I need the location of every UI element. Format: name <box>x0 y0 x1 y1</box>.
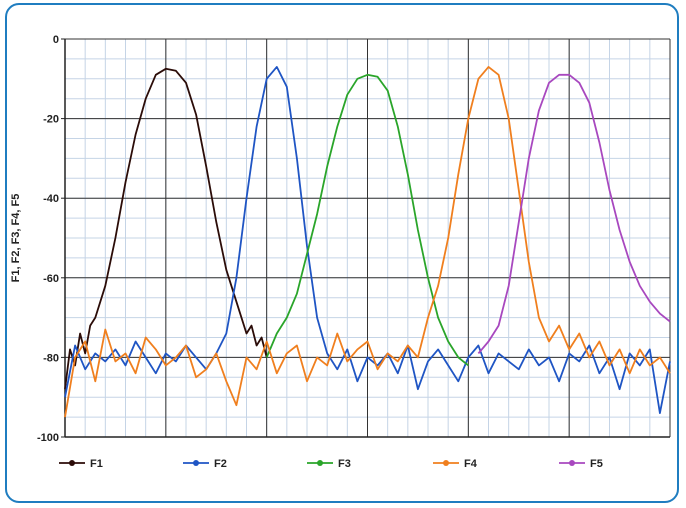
legend-label-f2: F2 <box>214 458 227 470</box>
series-line-f1 <box>64 67 268 390</box>
series-line-f3 <box>265 73 469 367</box>
series-line-f5 <box>477 73 671 354</box>
legend: F1 F2 F3 F4 F5 <box>59 458 603 470</box>
legend-marker <box>317 460 323 466</box>
y-tick-label: -80 <box>43 352 59 364</box>
y-tick-label: -20 <box>43 114 59 126</box>
major-gridlines <box>64 38 671 438</box>
y-tick-label: -100 <box>37 432 59 444</box>
y-tick-label: 0 <box>53 34 59 46</box>
legend-label-f4: F4 <box>464 458 478 470</box>
chart-frame: 0 -20 -40 -60 -80 -100 F1, F2, F3, F4, F5 F1 F… <box>5 3 679 503</box>
y-tick-label: -60 <box>43 273 59 285</box>
legend-marker <box>569 460 575 466</box>
legend-marker <box>69 460 75 466</box>
y-tick-label: -40 <box>43 193 59 205</box>
series-line-f2 <box>64 66 671 415</box>
y-axis-label: F1, F2, F3, F4, F5 <box>10 194 22 283</box>
y-tick-labels: 0 -20 -40 -60 -80 -100 <box>37 34 65 444</box>
line-chart: 0-20-40-60-80-100 F1, F2, F3, F4, F5 F1 F… <box>10 34 671 470</box>
legend-label-f1: F1 <box>90 458 103 470</box>
legend-label-f5: F5 <box>590 458 603 470</box>
legend-marker <box>193 460 199 466</box>
axes <box>64 39 670 438</box>
series-lines <box>64 66 671 418</box>
legend-marker <box>443 460 449 466</box>
series-line-f4 <box>64 66 671 418</box>
legend-label-f3: F3 <box>338 458 351 470</box>
